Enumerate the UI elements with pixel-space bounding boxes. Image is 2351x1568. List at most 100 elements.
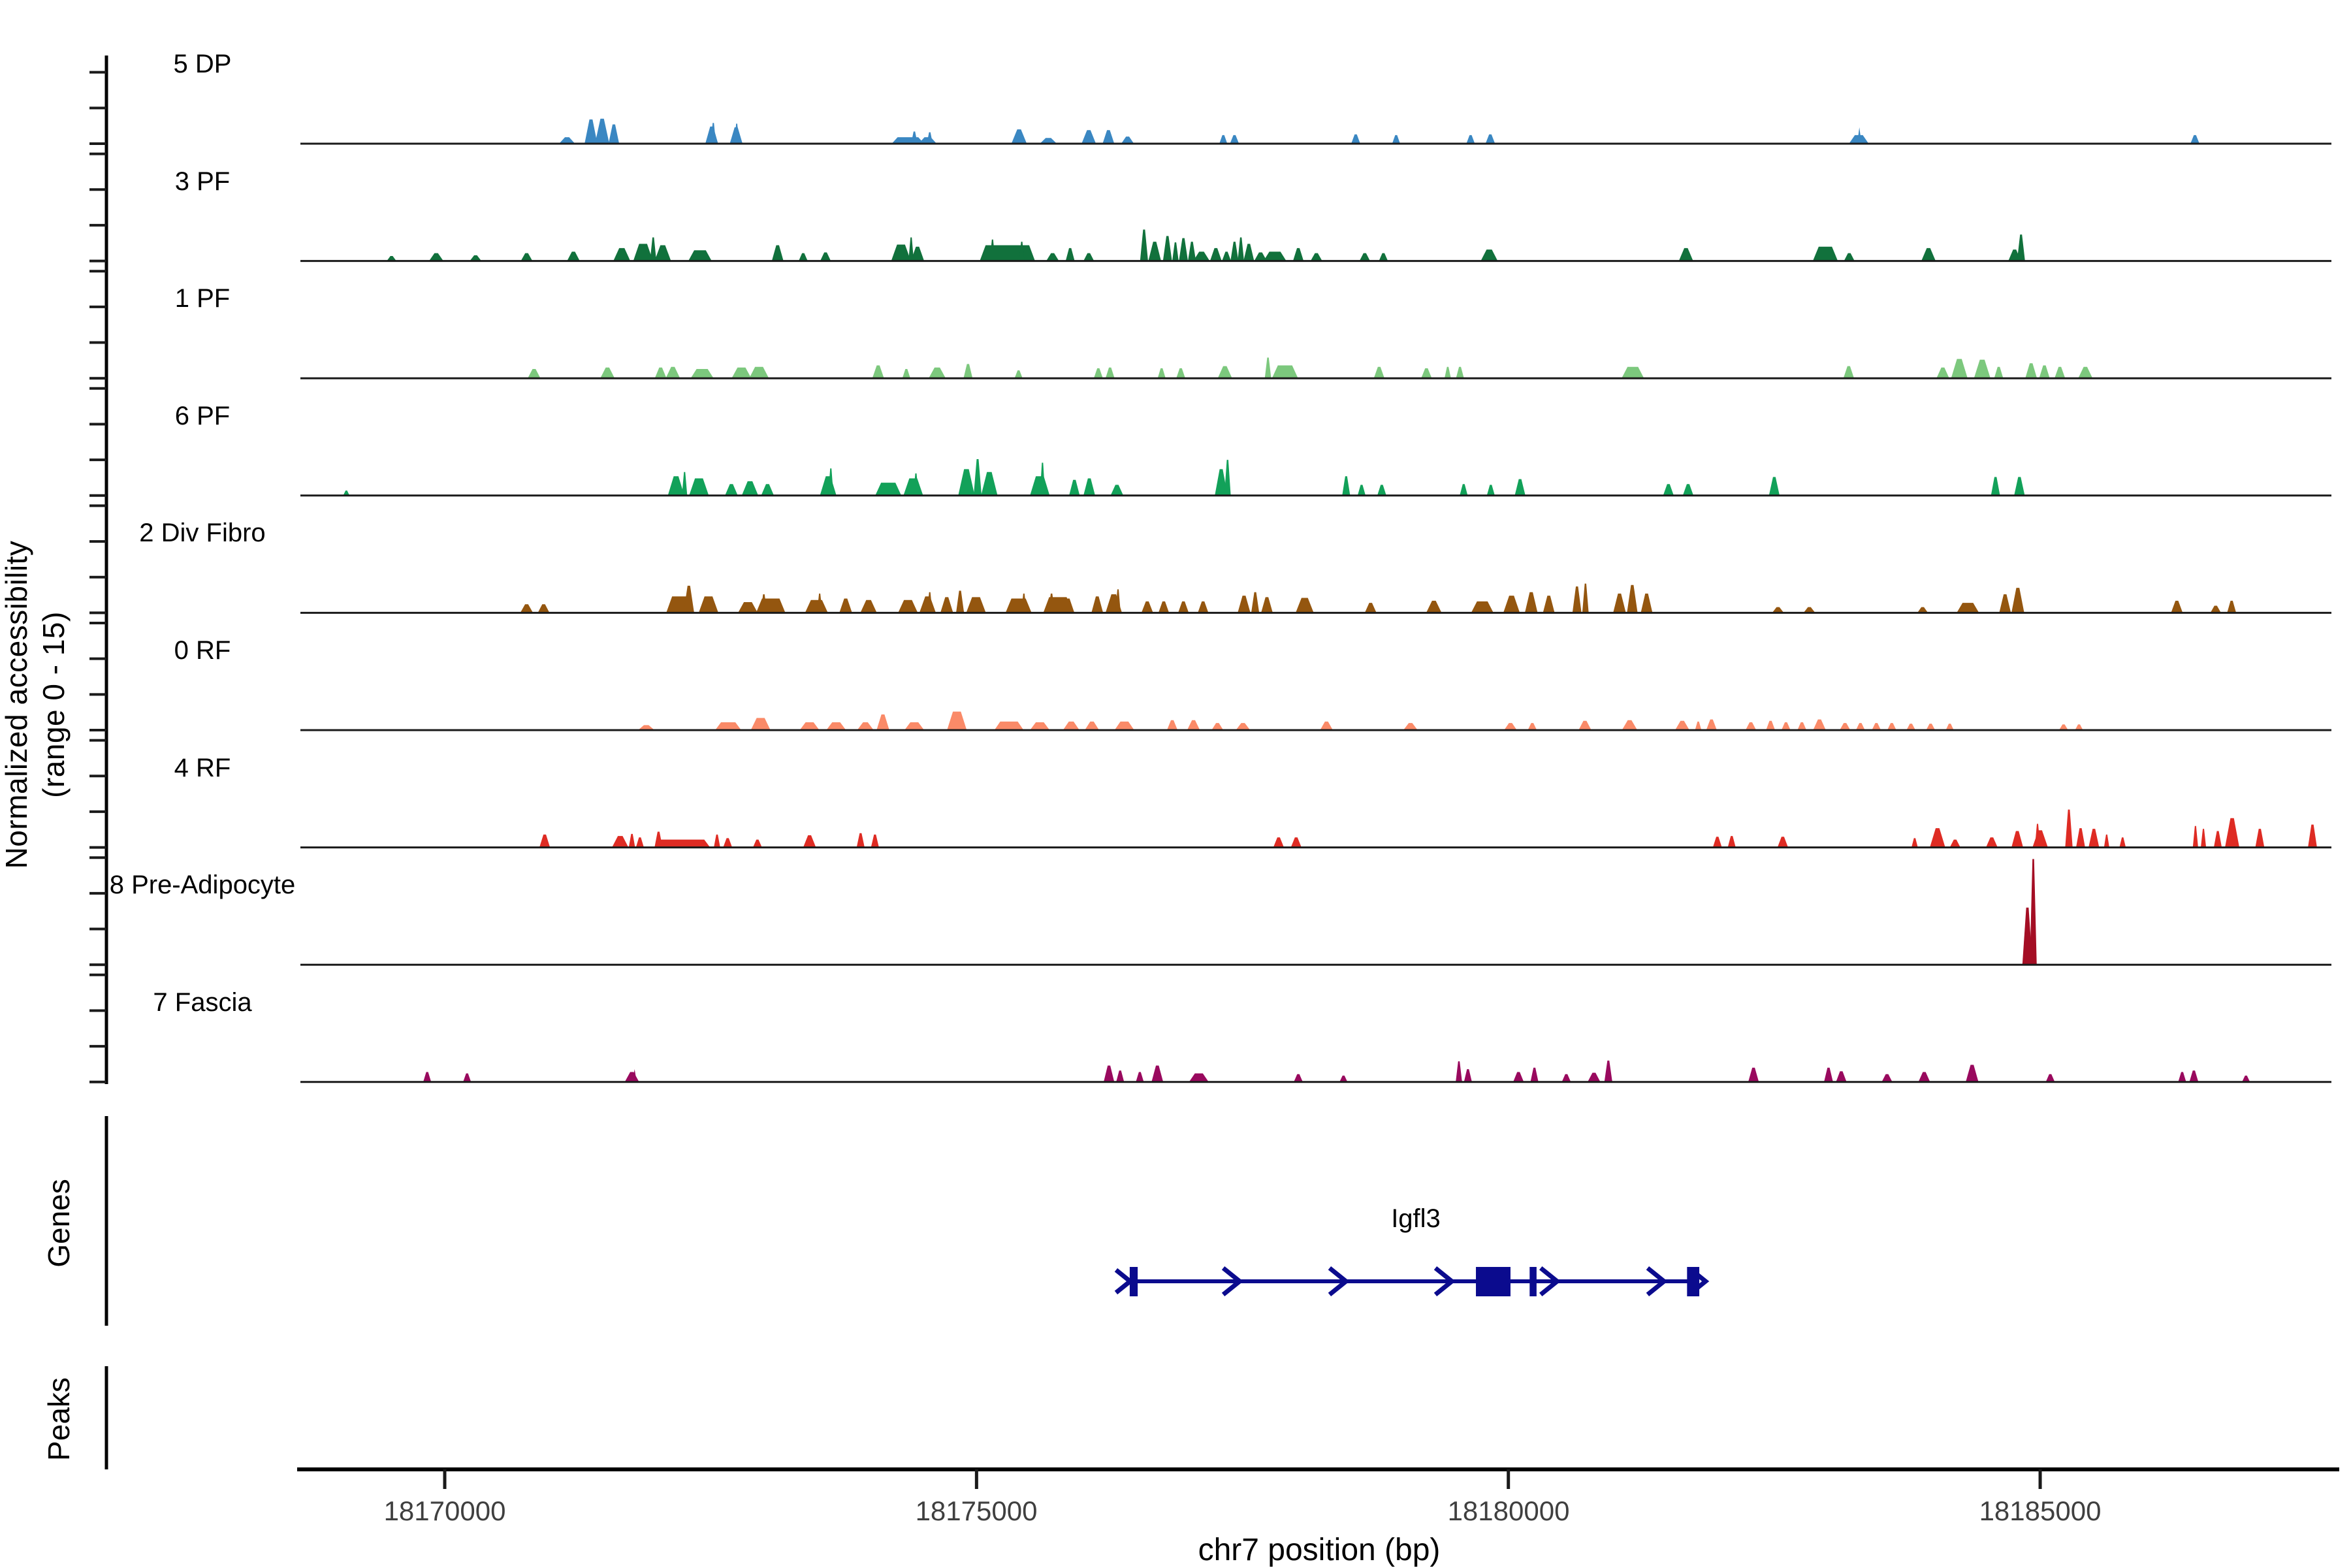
- coverage-peak: [428, 253, 443, 261]
- coverage-peak: [1151, 1065, 1164, 1082]
- y-axis-title-line1: Normalized accessibility: [0, 540, 33, 869]
- coverage-peak: [2255, 829, 2265, 848]
- coverage-peak: [688, 250, 712, 261]
- coverage-peak: [1110, 485, 1124, 496]
- coverage-peak: [798, 253, 808, 261]
- coverage-peak: [1140, 229, 1148, 261]
- coverage-peak: [1872, 723, 1881, 730]
- coverage-peak: [1471, 601, 1494, 613]
- coverage-peak: [981, 472, 998, 496]
- coverage-peak: [537, 604, 550, 613]
- coverage-peak: [690, 368, 714, 379]
- coverage-peak: [1930, 828, 1945, 848]
- coverage-peak: [665, 366, 680, 379]
- coverage-peak: [1219, 135, 1228, 144]
- coverage-peak: [600, 367, 615, 379]
- coverage-peak: [633, 244, 653, 261]
- coverage-peak: [1294, 1074, 1303, 1082]
- coverage-peak: [423, 1072, 432, 1082]
- coverage-peak: [1485, 134, 1495, 144]
- coverage-peak: [1911, 838, 1918, 848]
- coverage-peak: [734, 123, 739, 144]
- coverage-peak: [1158, 601, 1170, 613]
- coverage-peak: [1748, 1067, 1759, 1082]
- coverage-peak: [955, 590, 965, 613]
- coverage-peak: [1514, 479, 1526, 496]
- coverage-peak: [2025, 363, 2038, 379]
- coverage-peak: [1295, 598, 1314, 613]
- coverage-peak: [738, 602, 758, 613]
- coverage-peak: [698, 596, 718, 613]
- coverage-peak: [1222, 251, 1232, 261]
- coverage-peak: [1622, 720, 1638, 730]
- coverage-peak: [908, 237, 914, 261]
- coverage-peak: [1189, 1073, 1209, 1082]
- coverage-peak: [1588, 1072, 1601, 1082]
- coverage-peak: [1148, 242, 1161, 261]
- coverage-peak: [1768, 477, 1780, 496]
- coverage-peak: [2022, 907, 2033, 965]
- coverage-peak: [1357, 485, 1366, 496]
- coverage-peak: [1351, 134, 1360, 144]
- coverage-peak: [2032, 830, 2048, 848]
- coverage-peak: [749, 366, 769, 379]
- coverage-peak: [963, 364, 973, 379]
- coverage-peak: [595, 118, 610, 144]
- coverage-peak: [567, 251, 580, 261]
- coverage-peak: [1926, 724, 1936, 730]
- coverage-peak: [940, 597, 953, 613]
- coverage-peak: [520, 604, 534, 613]
- coverage-peak: [1061, 598, 1075, 613]
- gene-strand-arrow: [1539, 1266, 1561, 1297]
- coverage-peak: [1421, 368, 1432, 379]
- coverage-peak: [2039, 365, 2050, 379]
- coverage-peak: [1081, 130, 1096, 144]
- coverage-peak: [2178, 1072, 2186, 1082]
- coverage-peak: [608, 124, 620, 144]
- coverage-peak: [966, 597, 986, 613]
- coverage-peak: [871, 834, 879, 848]
- coverage-peak: [1377, 485, 1386, 496]
- coverage-peak: [1243, 244, 1255, 261]
- coverage-peak: [539, 834, 551, 848]
- coverage-peak: [1951, 359, 1968, 379]
- coverage-peak: [1105, 367, 1115, 379]
- coverage-peak: [817, 593, 823, 613]
- coverage-peak: [1217, 366, 1232, 379]
- x-tick-label-18175000: 18175000: [915, 1496, 1038, 1526]
- coverage-peak: [711, 123, 716, 144]
- coverage-peak: [2014, 477, 2025, 496]
- coverage-peak: [857, 722, 874, 730]
- coverage-peak: [1840, 723, 1851, 730]
- coverage-peak: [904, 722, 925, 730]
- coverage-peak: [1627, 584, 1638, 613]
- coverage-peak: [1254, 252, 1267, 261]
- coverage-peak: [911, 131, 918, 144]
- coverage-peak: [1238, 596, 1251, 613]
- coverage-peak: [343, 490, 350, 496]
- coverage-peak: [1582, 583, 1589, 613]
- coverage-peak: [628, 833, 635, 848]
- coverage-peak: [1766, 720, 1776, 730]
- coverage-peak: [1263, 251, 1287, 261]
- coverage-peak: [725, 484, 738, 496]
- coverage-peak: [994, 721, 1024, 730]
- coverage-peak: [1844, 253, 1855, 261]
- x-tick-label-18180000: 18180000: [1447, 1496, 1570, 1526]
- coverage-peak: [1310, 253, 1322, 261]
- coverage-peak: [2076, 828, 2085, 848]
- coverage-peak: [1945, 724, 1954, 730]
- coverage-peak: [1103, 1065, 1115, 1082]
- coverage-peak: [1040, 138, 1057, 144]
- coverage-peak: [1271, 365, 1298, 379]
- coverage-peak: [1917, 607, 1928, 613]
- coverage-peak: [1085, 721, 1100, 730]
- coverage-peak: [2213, 831, 2222, 848]
- coverage-peak: [2308, 824, 2317, 848]
- coverage-peak: [913, 473, 919, 496]
- coverage-peak: [1985, 837, 1998, 848]
- coverage-peak: [927, 592, 933, 613]
- coverage-peak: [1456, 1061, 1462, 1082]
- track-label-7-fascia: 7 Fascia: [153, 988, 252, 1017]
- coverage-peak: [2171, 600, 2183, 613]
